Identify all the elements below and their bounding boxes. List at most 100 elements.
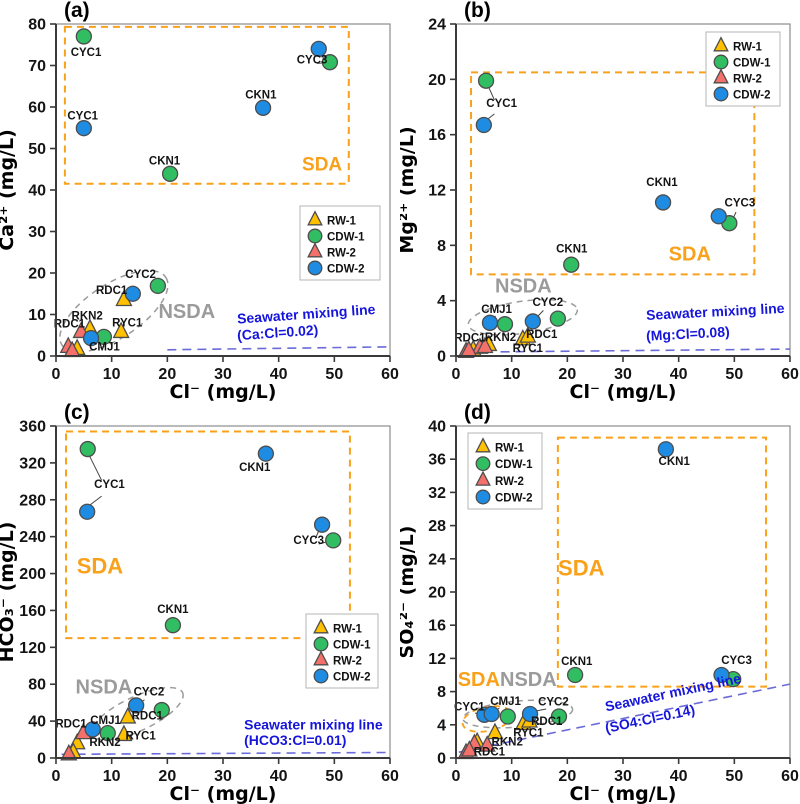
- panel-label: (b): [464, 0, 491, 22]
- y-tick-label: 16: [428, 127, 446, 144]
- data-point-cdw-2: [481, 314, 499, 331]
- x-tick-label: 0: [452, 366, 461, 383]
- data-point-cdw-2: [79, 503, 96, 520]
- x-axis-title: Cl⁻ (mg/L): [170, 381, 277, 402]
- x-tick-label: 30: [614, 768, 632, 785]
- legend-marker-cdw-1: [713, 54, 729, 70]
- y-tick-label: 20: [428, 585, 446, 602]
- point-label: CKN1: [659, 456, 691, 468]
- panel-label: (c): [64, 402, 90, 424]
- plot-area: [55, 23, 391, 357]
- y-tick-label: 50: [28, 141, 46, 158]
- legend-label: RW-2: [333, 656, 362, 668]
- point-label: RDC1: [474, 747, 506, 759]
- panel-label: (d): [464, 402, 491, 424]
- data-point-cdw-2: [313, 516, 331, 533]
- point-label: CKN1: [561, 656, 593, 668]
- seawater-label-line1: Seawater mixing line: [646, 300, 785, 323]
- x-tick-label: 10: [503, 768, 521, 785]
- data-point-cdw-2: [524, 313, 541, 330]
- x-tick-label: 40: [270, 366, 288, 383]
- x-tick-label: 0: [52, 366, 61, 383]
- x-tick-label: 20: [558, 768, 576, 785]
- data-point-cdw-2: [657, 441, 675, 458]
- point-label: CMJ1: [90, 715, 121, 727]
- y-tick-label: 40: [28, 714, 46, 731]
- legend-marker-cdw-1: [313, 636, 329, 652]
- data-point-cdw-1: [153, 701, 170, 719]
- y-tick-label: 80: [28, 17, 46, 34]
- point-label: CYC3: [293, 535, 324, 547]
- legend-label: CDW-2: [327, 264, 364, 276]
- y-tick-label: 60: [28, 100, 46, 117]
- data-point-cdw-1: [99, 724, 116, 742]
- chart-panel-c: CYC1CKN1CYC3CKN1CYC2RDC1CMJ1RDC1RKN2RYC1…: [0, 402, 399, 804]
- y-tick-label: 360: [19, 419, 46, 436]
- data-point-cdw-2: [713, 666, 730, 684]
- legend-label: CDW-1: [733, 58, 771, 70]
- point-label: RDC1: [96, 285, 128, 297]
- data-point-cdw-2: [710, 208, 727, 225]
- point-label: CYC3: [725, 198, 756, 210]
- data-point-cdw-2: [654, 194, 672, 211]
- sda-label: SDA: [558, 555, 605, 580]
- seawater-label-line2: (Mg:Cl=0.08): [646, 323, 730, 343]
- point-label: RDC1: [531, 716, 563, 728]
- point-label: RDC1: [132, 710, 164, 722]
- y-tick-label: 0: [37, 751, 46, 768]
- nsda-label: NSDA: [495, 275, 552, 297]
- x-tick-label: 40: [270, 768, 288, 785]
- legend-label: CDW-1: [495, 459, 533, 471]
- point-label: CYC1: [94, 479, 125, 491]
- y-tick-label: 12: [428, 651, 446, 668]
- point-label: CMJ1: [89, 342, 120, 354]
- plot-area: [55, 425, 391, 759]
- seawater-mixing-line: [167, 346, 391, 351]
- x-tick-label: 20: [158, 366, 176, 383]
- data-point-cdw-2: [75, 120, 92, 137]
- data-point-cdw-1: [325, 532, 342, 549]
- sda-region-box: [63, 25, 350, 185]
- legend-label: CDW-2: [333, 672, 370, 684]
- y-axis-title: SO₄²⁻ (mg/L): [400, 526, 418, 659]
- legend-label: RW-1: [333, 624, 363, 636]
- x-tick-label: 60: [781, 768, 799, 785]
- data-point-cdw-1: [321, 54, 339, 71]
- x-tick-label: 10: [103, 366, 121, 383]
- point-label: RYC1: [125, 731, 156, 743]
- point-label: RDC1: [55, 719, 87, 731]
- data-point-cdw-2: [128, 697, 145, 714]
- legend-marker-rw-2: [475, 470, 491, 486]
- point-label: CYC2: [125, 269, 156, 281]
- x-axis-title: Cl⁻ (mg/L): [570, 783, 677, 804]
- x-tick-label: 40: [670, 768, 688, 785]
- point-label: CKN1: [556, 243, 588, 255]
- point-label: RKN2: [72, 310, 103, 322]
- panel-label: (a): [64, 0, 90, 22]
- data-point-rw-1: [486, 722, 504, 740]
- y-tick-label: 200: [19, 566, 46, 583]
- legend-marker-rw-2: [713, 68, 729, 84]
- y-tick-label: 4: [437, 293, 446, 310]
- point-label: CYC1: [486, 98, 517, 110]
- legend-marker-rw-1: [475, 437, 491, 453]
- sda-label: SDA: [458, 669, 500, 691]
- data-point-cdw-1: [164, 617, 182, 634]
- point-label: CYC2: [134, 686, 165, 698]
- point-label: CYC1: [71, 47, 102, 59]
- x-tick-label: 50: [325, 366, 343, 383]
- legend-label: RW-1: [495, 443, 525, 455]
- label-connector: [88, 454, 103, 481]
- y-tick-label: 32: [428, 485, 446, 502]
- data-point-cdw-1: [499, 708, 516, 725]
- legend-label: RW-2: [733, 74, 762, 86]
- y-tick-label: 16: [428, 618, 446, 635]
- legend-marker-rw-2: [307, 242, 323, 258]
- y-tick-label: 4: [437, 717, 446, 734]
- chart-panel-d: CKN1CYC3CKN1CYC2CMJ1CYC1RDC1RYC1RKN2RDC1…: [400, 402, 799, 804]
- x-tick-label: 50: [725, 768, 743, 785]
- point-label: RYC1: [112, 318, 143, 330]
- data-point-cdw-1: [79, 440, 96, 458]
- data-point-cdw-2: [483, 705, 500, 723]
